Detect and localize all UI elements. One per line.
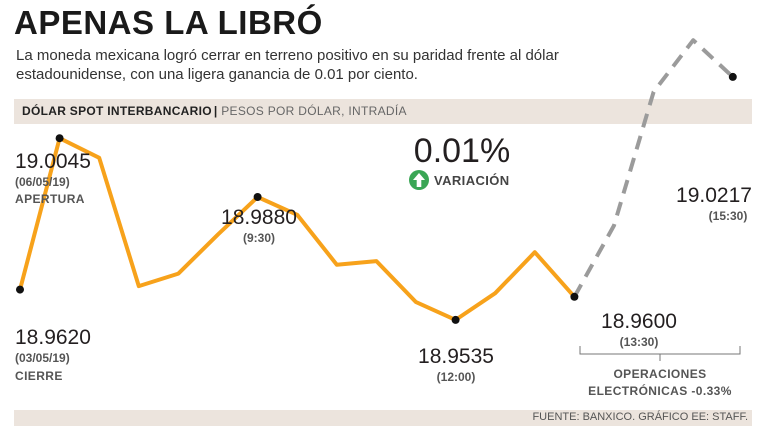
footer-band: FUENTE: BANXICO. GRÁFICO EE: STAFF. [14, 410, 752, 426]
cierre-date: (03/05/19) [15, 351, 70, 365]
p1330-value: 18.9600 [601, 310, 677, 333]
data-point-3 [451, 315, 460, 324]
data-point-0 [16, 285, 24, 294]
electronic-bracket [579, 346, 741, 355]
cierre-value: 18.9620 [15, 326, 91, 349]
p930-time: (9:30) [243, 231, 275, 245]
data-point-4 [570, 292, 579, 301]
chart-title: DÓLAR SPOT INTERBANCARIO [22, 104, 212, 118]
data-point-2 [253, 193, 262, 201]
data-point-5 [728, 72, 737, 81]
chart-header: DÓLAR SPOT INTERBANCARIO | PESOS POR DÓLAR… [22, 104, 407, 118]
up-arrow-circle-icon [409, 170, 429, 190]
series-line-solid [18, 136, 577, 322]
cierre-caption: CIERRE [15, 369, 63, 383]
electronic-caption-1: OPERACIONES [613, 367, 706, 381]
p1530-value: 19.0217 [676, 184, 752, 207]
p1200-time: (12:00) [437, 370, 476, 384]
chart-subtitle: PESOS POR DÓLAR, INTRADÍA [221, 104, 407, 118]
apertura-value: 19.0045 [15, 150, 91, 173]
p930-value: 18.9880 [221, 206, 297, 229]
p1330-time: (13:30) [620, 335, 659, 349]
data-point-1 [55, 134, 64, 143]
apertura-date: (06/05/19) [15, 175, 70, 189]
series-line-dashed [572, 38, 735, 298]
header-separator: | [213, 104, 218, 118]
variation-value: 0.01% [414, 132, 510, 170]
variation-label: VARIACIÓN [434, 173, 510, 188]
deck-text: La moneda mexicana logró cerrar en terre… [16, 47, 559, 83]
source-credit: FUENTE: BANXICO. GRÁFICO EE: STAFF. [532, 411, 748, 423]
p1200-value: 18.9535 [418, 345, 494, 368]
headline: APENAS LA LIBRÓ [14, 4, 323, 41]
apertura-caption: APERTURA [15, 192, 85, 206]
chart-header-band: DÓLAR SPOT INTERBANCARIO | PESOS POR DÓLAR… [14, 99, 752, 124]
electronic-caption-2: ELECTRÓNICAS -0.33% [588, 383, 732, 398]
p1530-time: (15:30) [709, 209, 748, 223]
